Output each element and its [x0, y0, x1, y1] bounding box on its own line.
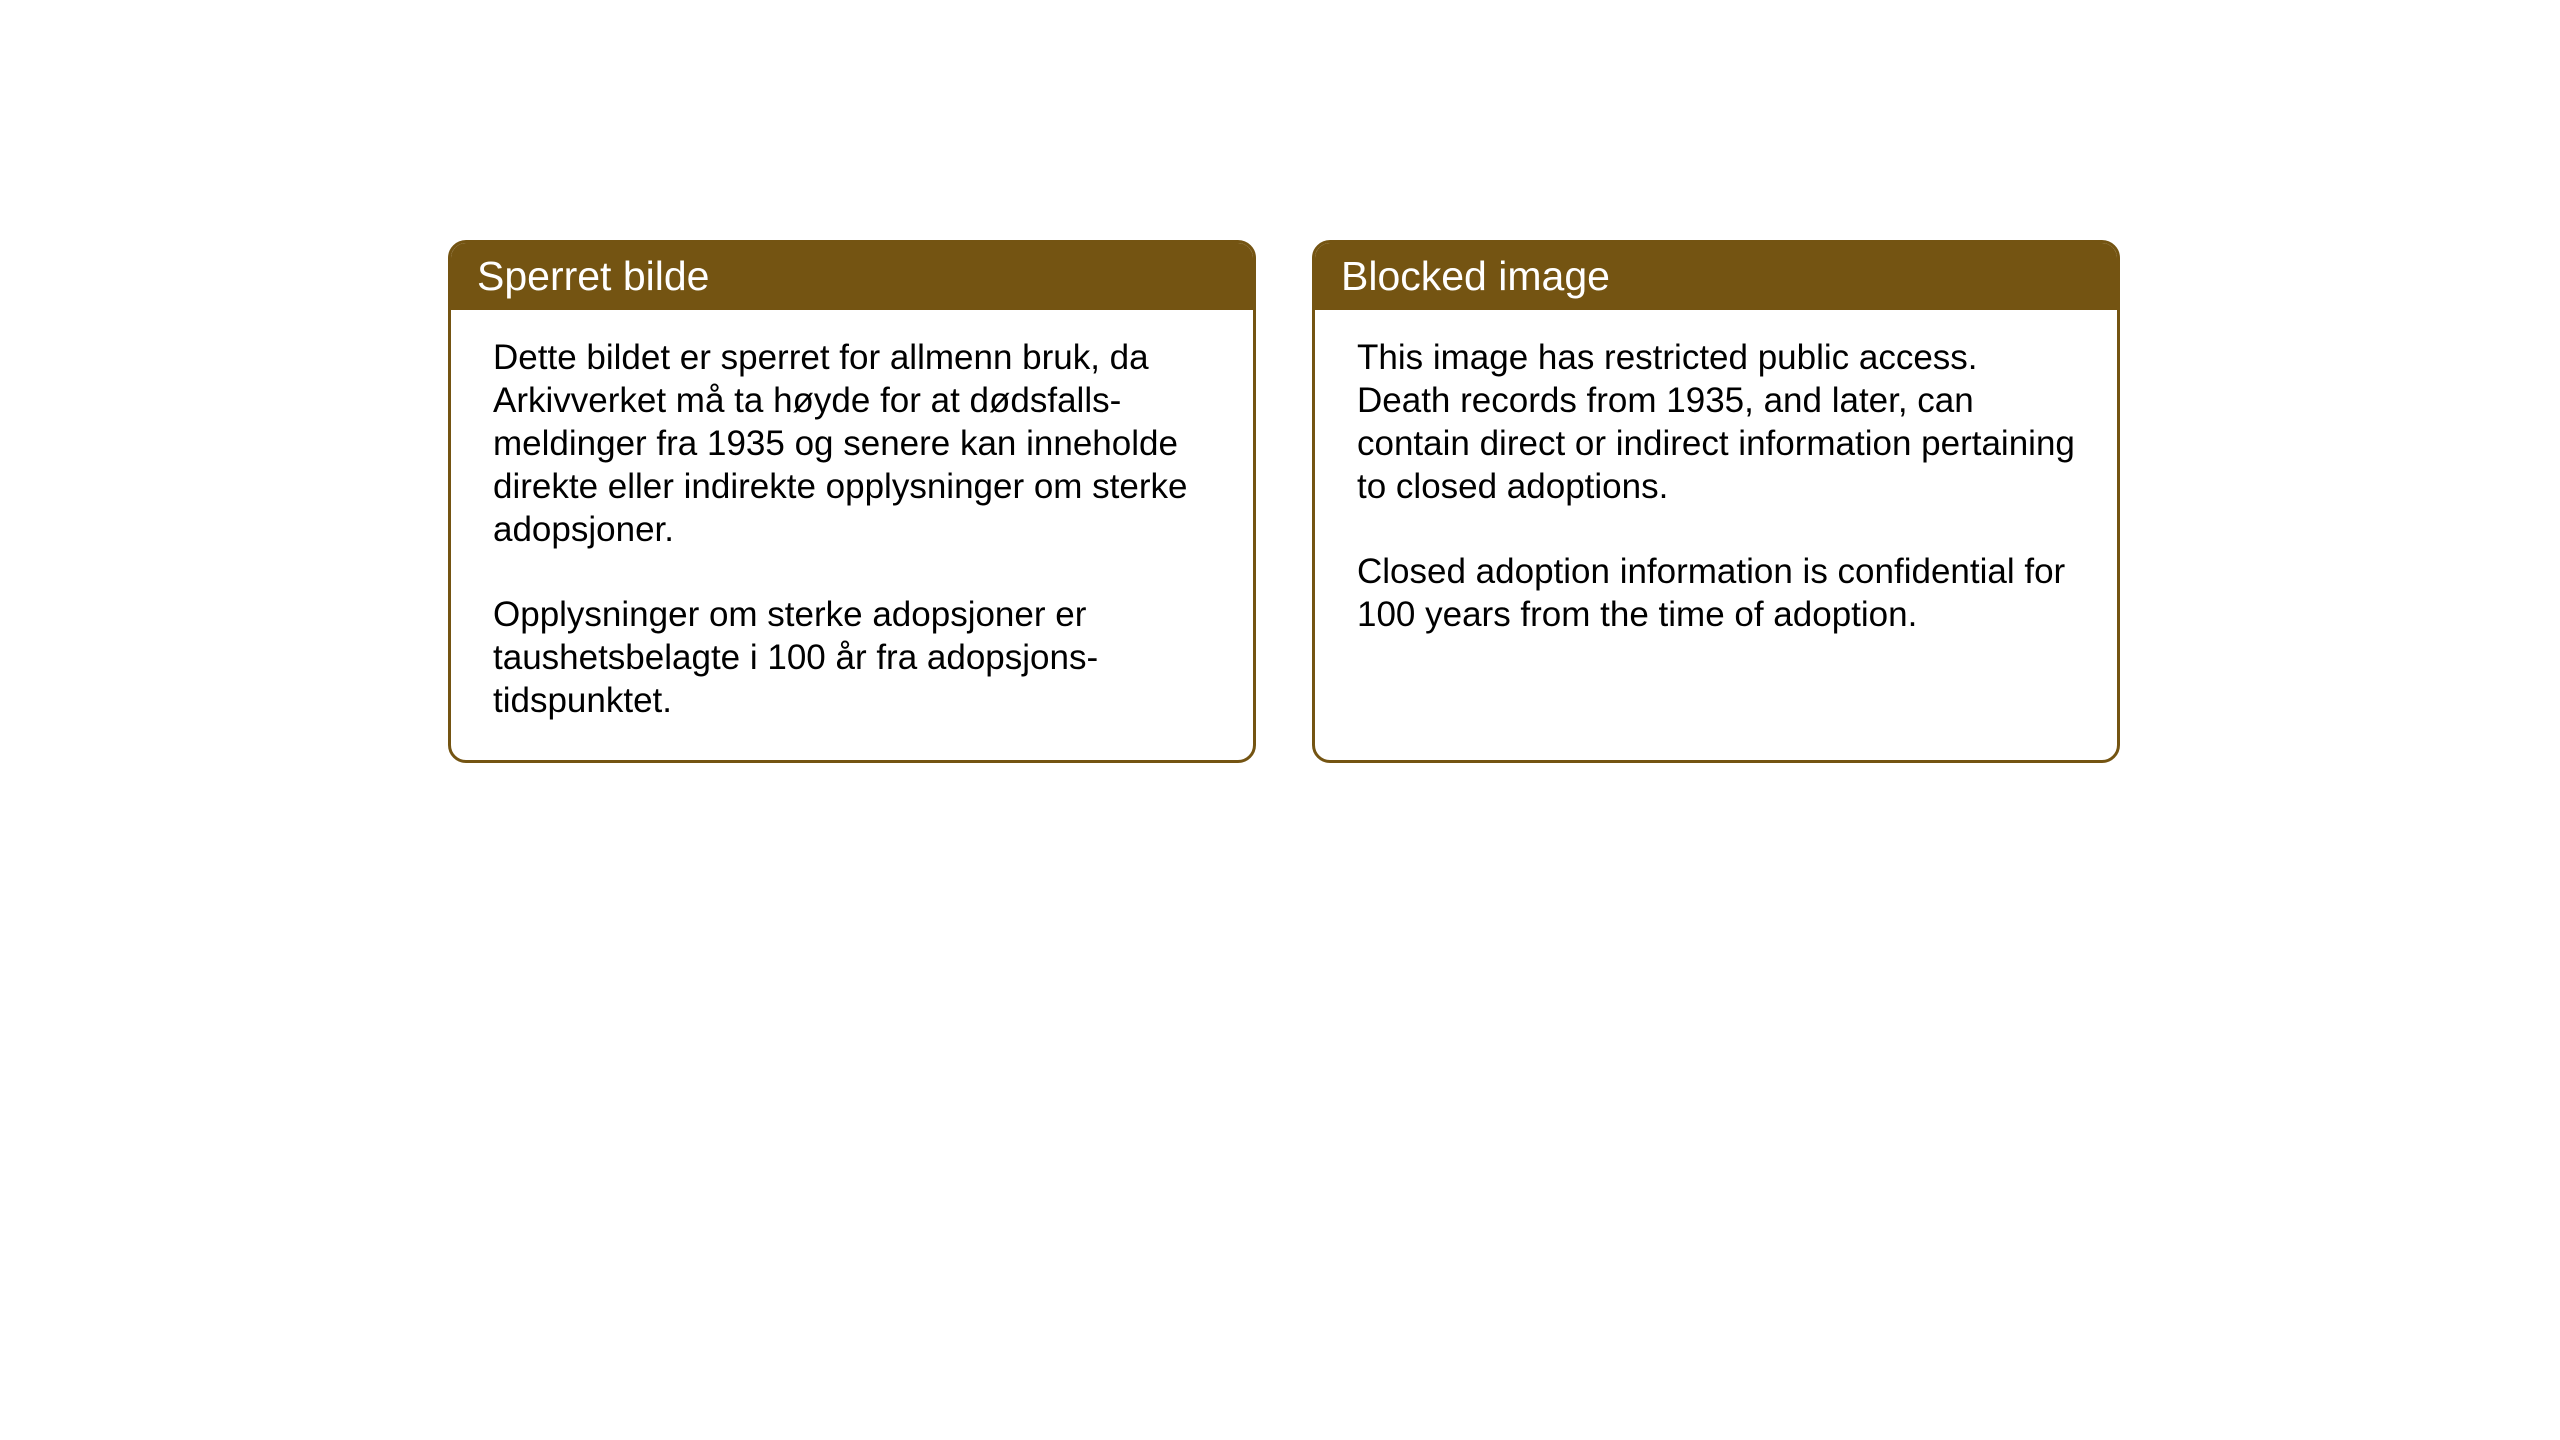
card-paragraph: Closed adoption information is confident…	[1357, 550, 2075, 636]
card-body-norwegian: Dette bildet er sperret for allmenn bruk…	[451, 310, 1253, 760]
notice-card-english: Blocked image This image has restricted …	[1312, 240, 2120, 763]
card-header-norwegian: Sperret bilde	[451, 243, 1253, 310]
card-paragraph: Opplysninger om sterke adopsjoner er tau…	[493, 593, 1211, 722]
notice-card-norwegian: Sperret bilde Dette bildet er sperret fo…	[448, 240, 1256, 763]
notice-container: Sperret bilde Dette bildet er sperret fo…	[0, 0, 2560, 763]
card-body-english: This image has restricted public access.…	[1315, 310, 2117, 730]
card-paragraph: This image has restricted public access.…	[1357, 336, 2075, 508]
card-header-english: Blocked image	[1315, 243, 2117, 310]
card-title: Sperret bilde	[477, 253, 709, 299]
card-title: Blocked image	[1341, 253, 1610, 299]
card-paragraph: Dette bildet er sperret for allmenn bruk…	[493, 336, 1211, 551]
